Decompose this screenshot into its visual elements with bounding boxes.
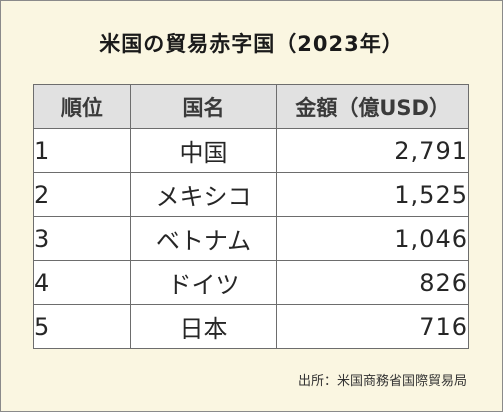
rank-cell: 2 xyxy=(33,172,131,217)
rank-cell: 1 xyxy=(33,128,131,173)
table-row: 4 ドイツ 826 xyxy=(33,260,469,305)
amount-cell: 2,791 xyxy=(276,128,469,173)
amount-cell: 1,046 xyxy=(276,216,469,261)
amount-cell: 826 xyxy=(276,260,469,305)
page-title: 米国の貿易赤字国（2023年） xyxy=(99,32,404,56)
column-header-amount: 金額（億USD） xyxy=(276,84,469,129)
table-row: 3 ベトナム 1,046 xyxy=(33,216,469,261)
amount-cell: 716 xyxy=(276,304,469,349)
source-note: 出所：米国商務省国際貿易局 xyxy=(297,374,467,389)
country-cell: 中国 xyxy=(129,128,278,173)
rank-cell: 5 xyxy=(33,304,131,349)
country-cell: ベトナム xyxy=(129,216,278,261)
rank-cell: 3 xyxy=(33,216,131,261)
table-row: 5 日本 716 xyxy=(33,304,469,349)
country-cell: メキシコ xyxy=(129,172,278,217)
column-header-country: 国名 xyxy=(129,84,278,129)
column-header-rank: 順位 xyxy=(33,84,131,129)
table-header-row: 順位 国名 金額（億USD） xyxy=(33,84,469,129)
trade-deficit-table: 順位 国名 金額（億USD） 1 中国 2,791 2 メキシコ 1,525 3… xyxy=(33,84,469,349)
table-row: 2 メキシコ 1,525 xyxy=(33,172,469,217)
rank-cell: 4 xyxy=(33,260,131,305)
country-cell: 日本 xyxy=(129,304,278,349)
country-cell: ドイツ xyxy=(129,260,278,305)
amount-cell: 1,525 xyxy=(276,172,469,217)
table-row: 1 中国 2,791 xyxy=(33,128,469,173)
